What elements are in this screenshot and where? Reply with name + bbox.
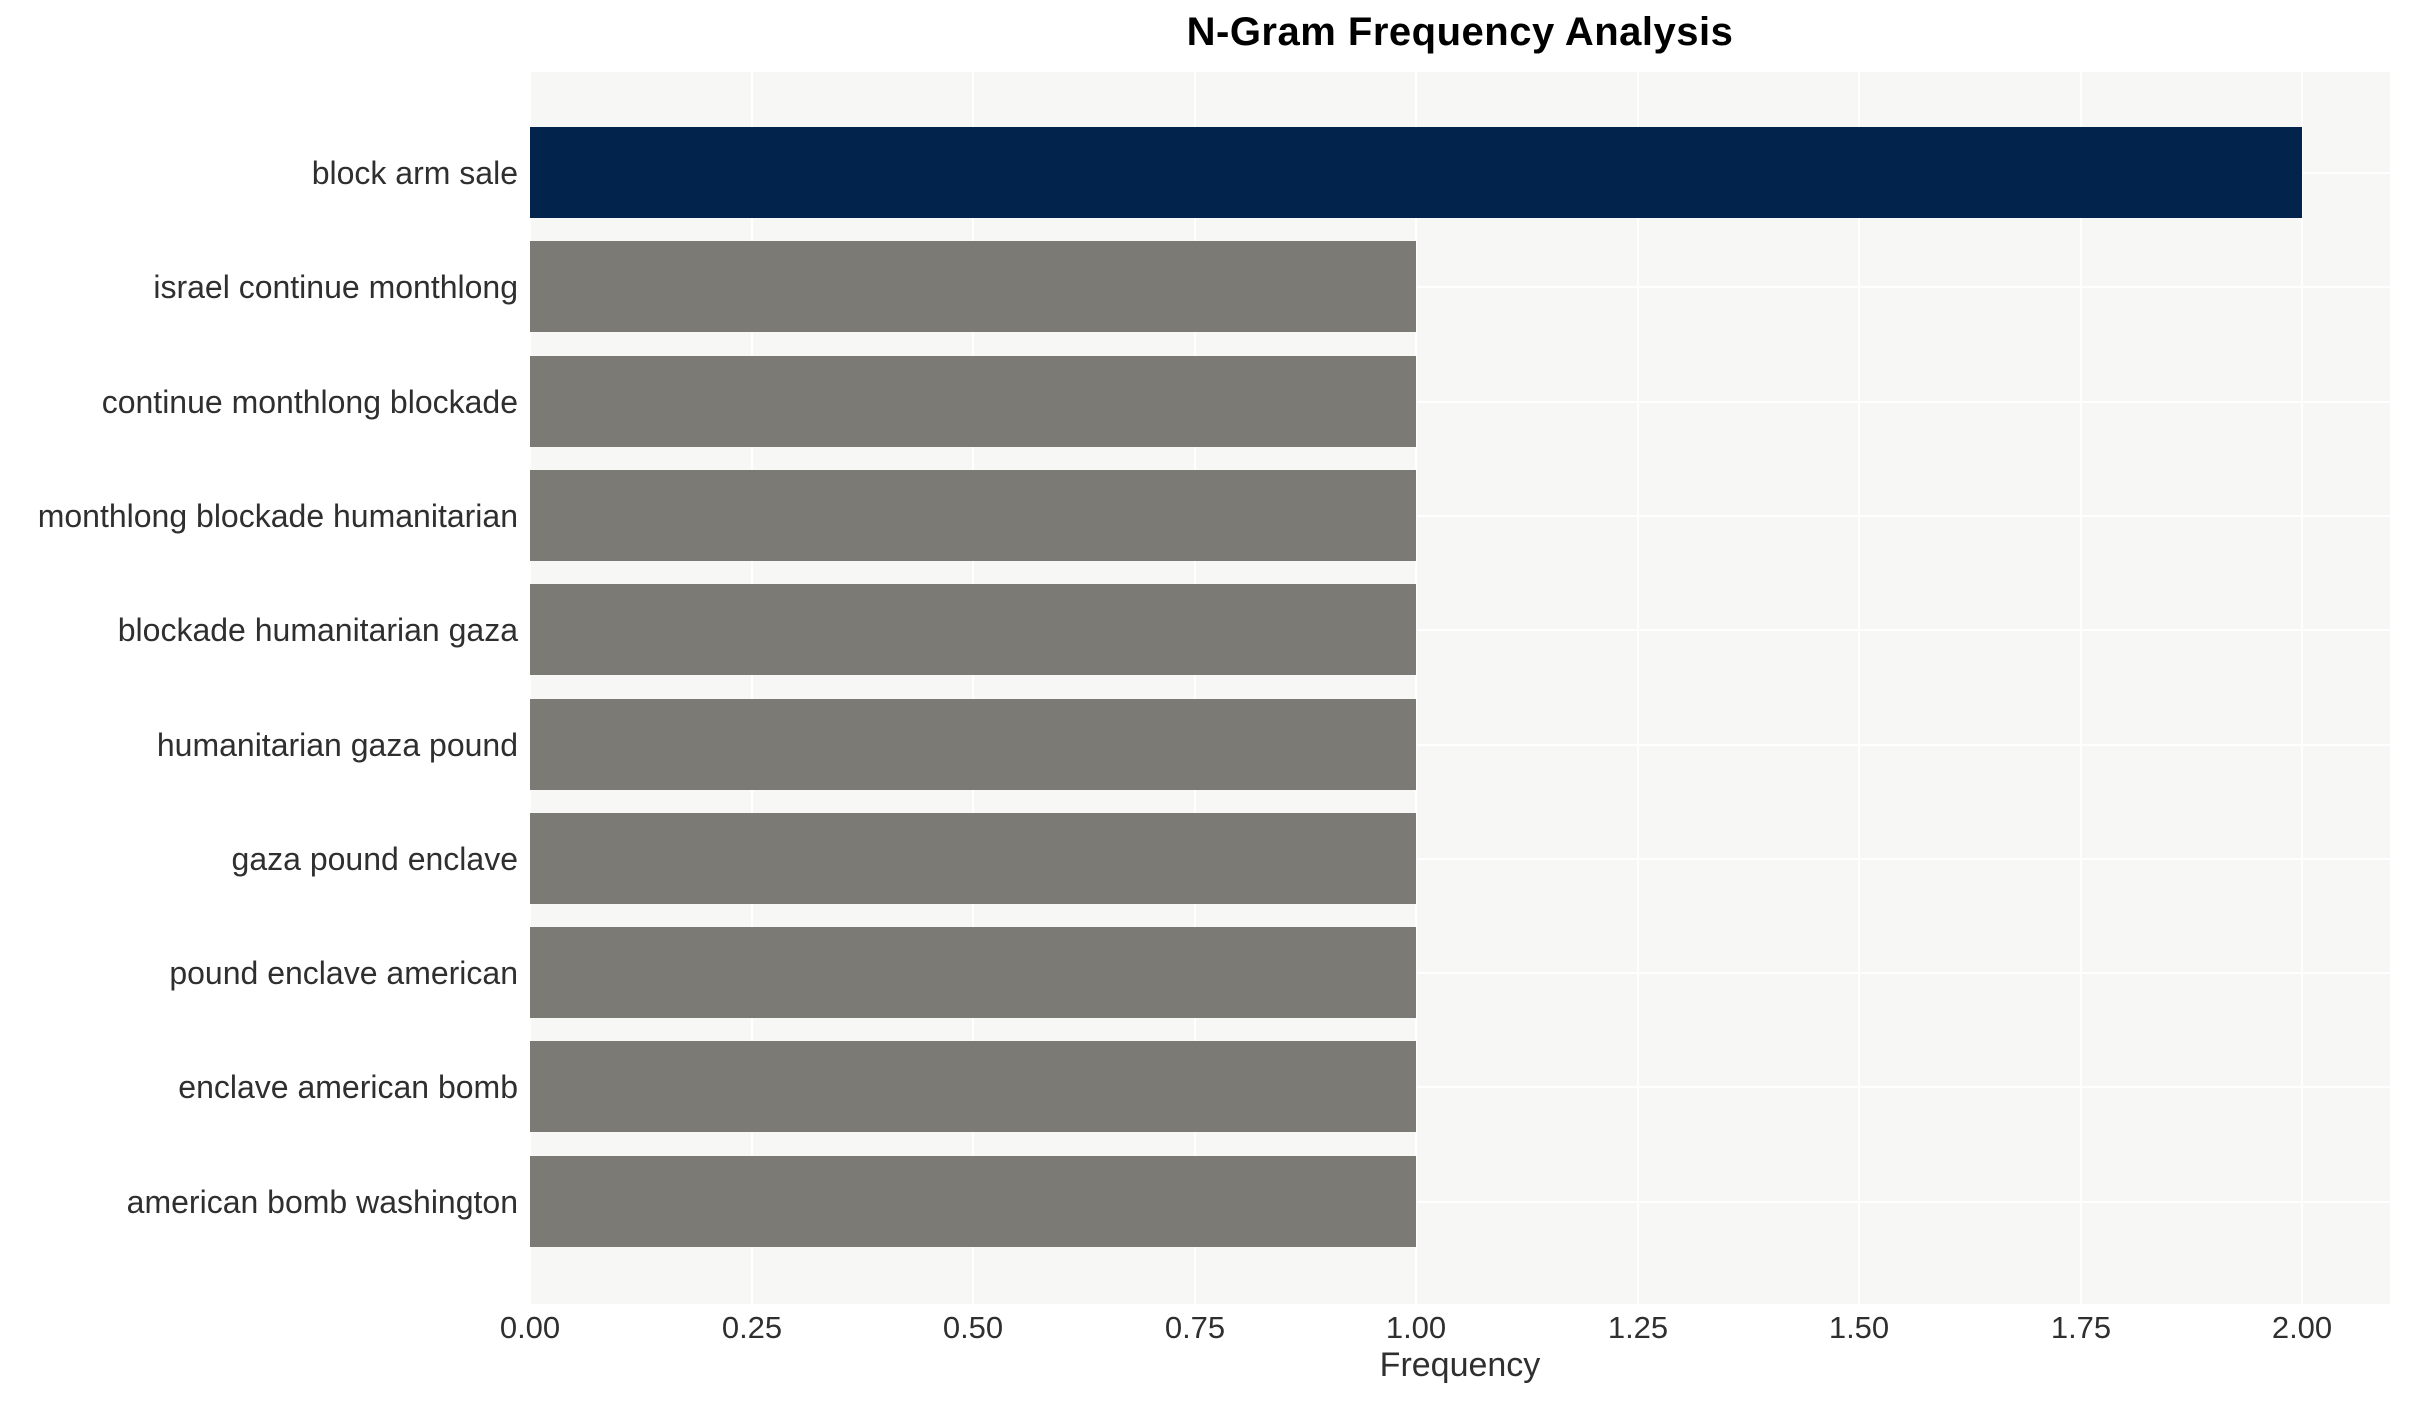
y-category-label: continue monthlong blockade — [101, 384, 518, 420]
y-gridline — [530, 515, 2390, 517]
y-category-label: block arm sale — [311, 155, 518, 191]
frequency-bar — [530, 1156, 1416, 1247]
y-category-label: monthlong blockade humanitarian — [37, 498, 518, 534]
chart-title: N-Gram Frequency Analysis — [1186, 10, 1734, 54]
frequency-bar — [530, 813, 1416, 904]
x-tick-label: 0.00 — [499, 1310, 561, 1345]
y-category-label: humanitarian gaza pound — [156, 727, 518, 763]
x-tick-label: 1.75 — [2050, 1310, 2112, 1345]
x-gridline — [972, 72, 974, 1304]
x-tick-label: 1.25 — [1607, 1310, 1669, 1345]
frequency-bar — [530, 699, 1416, 790]
frequency-bar — [530, 127, 2302, 218]
y-category-label: enclave american bomb — [178, 1069, 518, 1105]
y-category-label: american bomb washington — [126, 1184, 518, 1220]
frequency-bar — [530, 470, 1416, 561]
y-category-label: pound enclave american — [169, 955, 518, 991]
y-gridline — [530, 629, 2390, 631]
frequency-bar — [530, 927, 1416, 1018]
x-tick-label: 0.75 — [1164, 1310, 1226, 1345]
y-gridline — [530, 401, 2390, 403]
frequency-bar — [530, 1041, 1416, 1132]
x-gridline — [1415, 72, 1417, 1304]
y-gridline — [530, 858, 2390, 860]
x-gridline — [2301, 72, 2303, 1304]
y-category-label: blockade humanitarian gaza — [117, 612, 518, 648]
y-gridline — [530, 286, 2390, 288]
x-gridline — [1858, 72, 1860, 1304]
x-tick-label: 1.50 — [1828, 1310, 1890, 1345]
x-axis-title: Frequency — [1379, 1346, 1541, 1384]
x-gridline — [1637, 72, 1639, 1304]
y-gridline — [530, 1201, 2390, 1203]
x-tick-label: 0.25 — [721, 1310, 783, 1345]
frequency-bar — [530, 584, 1416, 675]
y-category-label: gaza pound enclave — [231, 841, 518, 877]
x-gridline — [529, 72, 531, 1304]
x-gridline — [2080, 72, 2082, 1304]
y-category-label: israel continue monthlong — [153, 269, 518, 305]
y-gridline — [530, 1086, 2390, 1088]
x-tick-label: 0.50 — [942, 1310, 1004, 1345]
x-gridline — [751, 72, 753, 1304]
plot-area — [529, 72, 2390, 1304]
x-tick-label: 2.00 — [2271, 1310, 2333, 1345]
y-gridline — [530, 744, 2390, 746]
frequency-bar — [530, 356, 1416, 447]
x-tick-label: 1.00 — [1385, 1310, 1447, 1345]
frequency-bar — [530, 241, 1416, 332]
x-gridline — [1194, 72, 1196, 1304]
y-gridline — [530, 972, 2390, 974]
